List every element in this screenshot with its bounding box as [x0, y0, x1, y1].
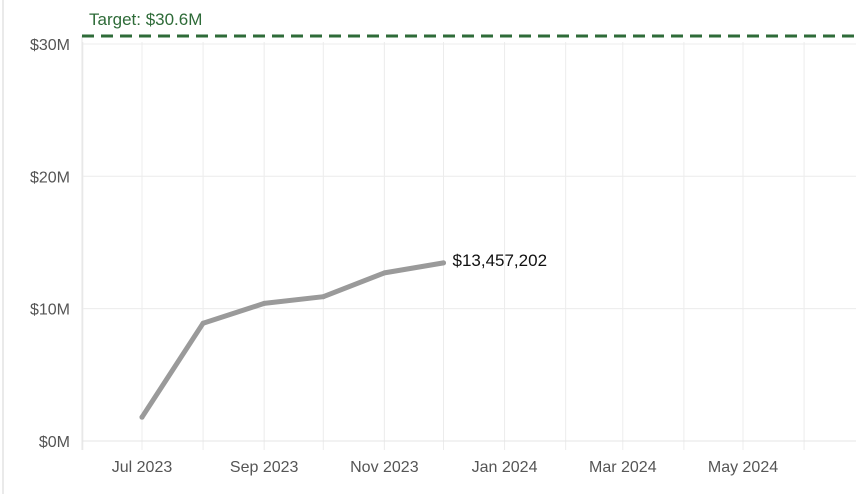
series-group [139, 260, 446, 420]
data-point [261, 300, 267, 306]
target-label: Target: $30.6M [89, 10, 202, 29]
y-tick-label: $10M [30, 302, 70, 319]
data-point [200, 320, 206, 326]
x-tick-label: Jul 2023 [112, 459, 173, 476]
end-value-label: $13,457,202 [452, 251, 547, 270]
x-tick-label: Mar 2024 [589, 459, 657, 476]
data-point [440, 260, 446, 266]
data-point [139, 414, 145, 420]
data-point [381, 270, 387, 276]
y-tick-label: $20M [30, 169, 70, 186]
target-line-group: Target: $30.6M [82, 10, 856, 38]
y-tick-label: $30M [30, 37, 70, 54]
x-tick-label: Jan 2024 [472, 459, 538, 476]
labels: $13,457,202 [452, 251, 547, 270]
series-line [139, 260, 446, 420]
data-point [320, 294, 326, 300]
x-tick-label: Sep 2023 [230, 459, 299, 476]
x-tick-label: Nov 2023 [350, 459, 419, 476]
y-tick-label: $0M [39, 434, 70, 451]
x-tick-label: May 2024 [708, 459, 778, 476]
gridlines [82, 42, 856, 450]
